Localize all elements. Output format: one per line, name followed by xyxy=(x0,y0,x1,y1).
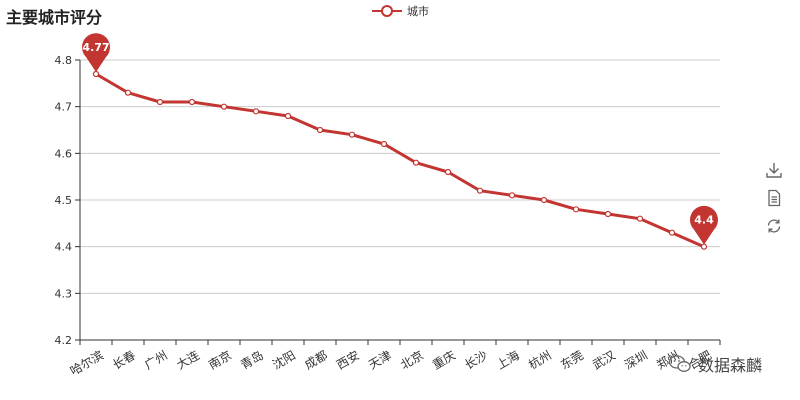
marker-pin xyxy=(82,33,110,72)
download-icon xyxy=(766,163,782,178)
data-point xyxy=(540,196,548,204)
data-point xyxy=(700,243,708,250)
y-tick-label: 4.8 xyxy=(55,54,73,67)
x-tick-label: 成都 xyxy=(302,348,330,372)
data-point xyxy=(380,140,388,148)
x-tick-label: 深圳 xyxy=(622,348,650,372)
restore-button[interactable] xyxy=(764,216,784,236)
marker-label: 4.4 xyxy=(694,214,714,227)
x-tick-label: 青岛 xyxy=(238,347,266,372)
x-tick-label: 长春 xyxy=(110,348,138,372)
data-point xyxy=(476,187,484,194)
refresh-icon xyxy=(767,219,781,233)
data-point xyxy=(668,229,676,236)
data-point xyxy=(348,131,356,138)
legend-label: 城市 xyxy=(407,5,429,18)
y-tick-label: 4.4 xyxy=(55,241,73,254)
x-tick-label: 上海 xyxy=(494,347,522,372)
series-layer xyxy=(92,70,708,250)
x-tick-label: 北京 xyxy=(398,348,426,372)
y-tick-label: 4.2 xyxy=(55,334,73,347)
data-point xyxy=(444,168,452,176)
marker-pin xyxy=(690,205,718,245)
x-tick-label: 杭州 xyxy=(526,347,554,372)
legend-line-symbol xyxy=(372,5,402,17)
data-view-button[interactable] xyxy=(764,188,784,208)
data-point xyxy=(220,103,228,110)
data-point xyxy=(604,210,612,218)
watermark-text: 数据森麟 xyxy=(698,356,763,375)
data-point xyxy=(636,215,644,222)
wechat-icon xyxy=(668,355,691,372)
data-point xyxy=(412,159,420,166)
x-tick-label: 武汉 xyxy=(590,348,618,372)
data-point xyxy=(508,192,516,199)
chart-title: 主要城市评分 xyxy=(6,8,103,27)
x-tick-label: 大连 xyxy=(174,347,202,372)
data-point xyxy=(124,89,132,96)
marker-layer: 4.77 4.4 xyxy=(82,33,718,245)
download-button[interactable] xyxy=(764,160,784,180)
y-tick-label: 4.7 xyxy=(55,101,73,114)
watermark: 数据森麟 xyxy=(668,352,762,376)
marker-label: 4.77 xyxy=(82,41,109,54)
x-tick-label: 哈尔滨 xyxy=(67,347,106,378)
series-line xyxy=(94,72,706,249)
x-tick-label: 重庆 xyxy=(430,348,458,372)
x-tick-label: 东莞 xyxy=(558,348,586,372)
data-point xyxy=(572,206,580,213)
data-point xyxy=(156,98,164,106)
x-tick-label: 天津 xyxy=(366,348,394,372)
y-tick-label: 4.5 xyxy=(55,194,73,207)
legend[interactable]: 城市 xyxy=(372,3,429,19)
data-point xyxy=(284,112,292,120)
data-point xyxy=(316,126,324,134)
x-tick-label: 西安 xyxy=(334,347,362,372)
y-tick-label: 4.3 xyxy=(55,287,73,300)
x-tick-label: 长沙 xyxy=(462,348,490,372)
data-view-icon xyxy=(768,189,781,207)
x-tick-label: 南京 xyxy=(206,347,234,372)
data-point xyxy=(252,108,260,115)
toolbox xyxy=(764,160,786,244)
grid-lines xyxy=(80,59,720,294)
data-point xyxy=(188,98,196,106)
x-tick-label: 沈阳 xyxy=(270,347,298,372)
data-point xyxy=(92,70,100,78)
x-tick-label: 广州 xyxy=(142,348,170,372)
y-tick-label: 4.6 xyxy=(55,147,73,160)
